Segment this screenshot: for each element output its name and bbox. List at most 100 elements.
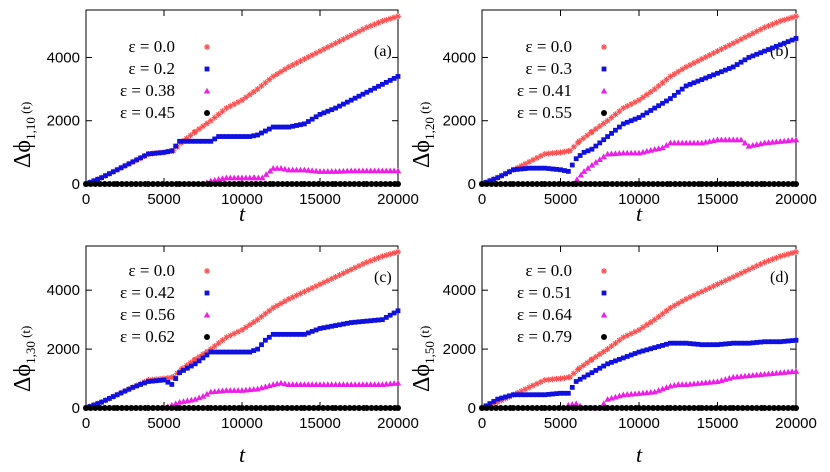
panel-a-series-2-point-18: [266, 167, 274, 174]
panel-c-series-1-point-58: [309, 329, 315, 334]
panel-b-series-3-point-38: [650, 181, 657, 187]
panel-b-series-3-point-58: [739, 181, 746, 187]
panel-a-series-0-point-31: [196, 126, 203, 133]
panel-b-xtick-label-0: 0: [478, 191, 486, 208]
panel-b-series-1-point-24: [573, 156, 579, 162]
panel-a-series-1-point-43: [251, 133, 257, 139]
panel-c-series-1-point-22: [169, 382, 175, 387]
panel-c-series-3-point-37: [248, 405, 255, 411]
panel-b-legend-marker-3: [601, 110, 607, 116]
panel-b-series-3-point-70: [793, 181, 799, 187]
panel-b-series-1-point-31: [601, 137, 607, 143]
panel-b-series-1-point-67: [742, 57, 748, 63]
panel-a-series-3-point-37: [248, 181, 255, 187]
panel-a-series-3-point-54: [324, 181, 331, 187]
panel-a-series-1-point-46: [263, 128, 268, 134]
panel-c-series-1-point-39: [235, 349, 241, 355]
panel-b-series-0-point-27: [580, 135, 587, 142]
panel-c-series-0-point-46: [254, 316, 261, 323]
panel-c-series-1-point-5: [103, 397, 108, 403]
panel-b-series-3-point-40: [659, 181, 666, 187]
panel-a-series-3-point-60: [351, 181, 358, 187]
panel-b-xtick-label-4: 20000: [775, 191, 817, 208]
panel-d-series-0-point-36: [612, 340, 619, 347]
panel-b-series-1-point-71: [758, 50, 764, 56]
panel-a-series-1-point-57: [305, 119, 311, 124]
panel-d-series-3-point-53: [717, 405, 724, 411]
panel-b-series-0-point-82: [793, 13, 799, 20]
panel-a-xtick-label-3: 15000: [299, 191, 341, 208]
panel-d-series-1-point-11: [522, 392, 528, 398]
panel-a-series-1-point-52: [286, 124, 292, 130]
panel-a-legend-marker-0: [204, 44, 210, 50]
panel-a-series-1-point-6: [107, 171, 112, 177]
panel-b-series-3-point-49: [698, 181, 705, 187]
panel-b-series-3-point-16: [551, 181, 558, 187]
panel-d-series-1-point-65: [734, 340, 740, 346]
panel-c-series-0-point-45: [250, 319, 257, 326]
panel-b-series-3-point-3: [493, 181, 500, 187]
panel-a-series-3-point-32: [226, 181, 233, 187]
panel-b-series-0-point-49: [663, 76, 670, 83]
panel-d-series-3-point-0: [479, 405, 485, 411]
panel-b-series-1-point-77: [781, 40, 787, 46]
panel-b-series-3-point-14: [541, 181, 548, 187]
panel-a-series-0-point-43: [242, 94, 249, 101]
panel-a-series-0-point-33: [203, 120, 210, 127]
panel-a-legend-1: ε = 0.2: [129, 59, 175, 78]
panel-b-series-1: [479, 36, 799, 187]
panel-c-ytick-label-1: 2000: [47, 341, 80, 358]
panel-b-series-1-point-43: [648, 108, 654, 113]
panel-c-series-1-point-2: [91, 402, 97, 408]
panel-a-legend-marker-3: [204, 110, 210, 116]
panel-d-series-3-point-38: [650, 405, 657, 411]
panel-b-series-1-point-66: [738, 59, 744, 65]
panel-d-series-1-point-38: [628, 352, 634, 358]
panel-c-series-1-point-16: [146, 379, 151, 384]
panel-b-series-1-point-33: [609, 130, 614, 136]
panel-d-series-0-point-24: [570, 370, 577, 377]
panel-b-series-3-point-1: [483, 181, 490, 187]
panel-c-series-1-point-67: [344, 320, 350, 326]
panel-b-ylabel-main: Δϕ: [409, 140, 435, 168]
panel-b-series-0-point-39: [624, 103, 631, 110]
panel-c-series-3-point-54: [324, 405, 331, 411]
panel-a-series-0-point-35: [211, 114, 218, 121]
panel-a-series-1-point-31: [204, 138, 210, 144]
panel-c-series-3-point-3: [97, 405, 104, 411]
panel-d-series-0-point-42: [636, 326, 642, 333]
panel-b-series-1-point-7: [507, 169, 512, 175]
panel-d-series-0-point-78: [777, 253, 784, 260]
panel-c-series-1-point-40: [239, 349, 245, 355]
panel-a-series-1-point-59: [313, 114, 319, 120]
panel-c-series-1-point-29: [196, 358, 202, 364]
panel-b-series-1-point-60: [715, 70, 720, 76]
panel-c-series-1-point-66: [341, 321, 346, 327]
panel-d-legend-marker-1: [601, 290, 607, 296]
panel-d-series-0-point-43: [639, 324, 646, 331]
panel-d-series-1-point-61: [719, 341, 724, 347]
panel-d-series-3-point-11: [529, 405, 536, 411]
panel-c-xtick-label-1: 5000: [147, 415, 180, 432]
panel-d-series-1-point-12: [526, 392, 532, 398]
panel-d-xtick-label-3: 15000: [697, 415, 739, 432]
panel-c-series-1-point-80: [395, 308, 401, 314]
panel-a-series-2-point-30: [312, 167, 320, 174]
panel-c-series-1-point-68: [348, 320, 354, 325]
panel-a-series-1-point-75: [376, 83, 381, 89]
panel-a-series-3-point-18: [164, 181, 171, 187]
panel-b-legend-0: ε = 0.0: [526, 37, 572, 56]
panel-a-series-3: [83, 181, 401, 187]
panel-c-series-3-point-57: [337, 405, 344, 411]
panel-d-series-1-point-2: [487, 401, 493, 406]
panel-b-series-1-point-4: [495, 175, 501, 181]
panel-a-series-0-point-82: [395, 13, 401, 20]
panel-b-series-2-point-44: [741, 139, 749, 146]
panel-b-legend-marker-1: [601, 66, 607, 72]
panel-c-series-1-point-78: [387, 312, 393, 318]
panel-d-series-1-point-43: [648, 346, 654, 352]
panel-b-series-0-point-26: [576, 138, 583, 145]
panel-b-series-0-point-32: [596, 123, 603, 130]
panel-d-series-1-point-19: [554, 391, 559, 397]
panel-a-series-3-point-10: [128, 181, 135, 187]
